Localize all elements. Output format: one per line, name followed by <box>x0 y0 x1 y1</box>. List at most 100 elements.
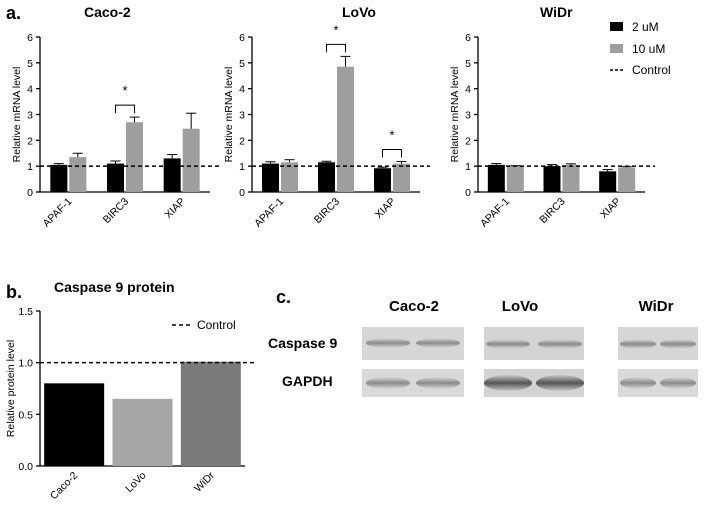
bar-2um <box>262 163 279 192</box>
blot-band <box>620 377 656 389</box>
chart-title: LoVo <box>342 4 376 20</box>
chart-widr-mrna: WiDr Relative mRNA level 0 1 2 3 4 5 6 APAF-1 BIRC… <box>449 4 655 230</box>
blot-column-widr: WiDr <box>639 298 674 315</box>
y-tick-label: 6 <box>27 32 33 44</box>
y-axis-label: Relative mRNA level <box>11 67 23 163</box>
bar-2um <box>543 166 561 192</box>
blot-band <box>660 339 696 349</box>
significance-star: * <box>122 83 127 98</box>
bar-2um <box>50 164 68 192</box>
blot-row-gapdh: GAPDH <box>282 373 333 389</box>
bar-10um <box>69 157 87 192</box>
y-tick-label: 1 <box>239 161 245 173</box>
y-tick-label: 1.0 <box>18 358 33 370</box>
chart-title: WiDr <box>540 4 573 20</box>
y-tick-label: 1.5 <box>18 306 33 318</box>
panel-label-a: a. <box>6 3 21 23</box>
bar-2um <box>487 164 505 192</box>
blot-band <box>620 339 656 349</box>
y-tick-label: 3 <box>239 110 245 122</box>
y-tick-label: 3 <box>465 110 471 122</box>
panel-label-c: c. <box>276 287 291 307</box>
bar-widr <box>180 361 241 466</box>
x-tick-label: WiDr <box>192 469 217 494</box>
control-legend-label: Control <box>197 318 236 332</box>
y-tick-label: 4 <box>27 84 33 96</box>
blot-band <box>366 377 410 389</box>
legend-swatch-10um <box>610 44 623 53</box>
blot-band <box>484 375 532 391</box>
y-tick-label: 4 <box>239 84 245 96</box>
bar-2um <box>374 168 391 192</box>
x-tick-label: BIRC3 <box>537 196 567 226</box>
y-tick-label: 0 <box>239 187 245 199</box>
bar-10um <box>562 164 580 192</box>
x-tick-label: BIRC3 <box>312 196 342 226</box>
bar-caco-2 <box>44 383 105 466</box>
chart-title: Caco-2 <box>84 4 131 20</box>
x-tick-label: XIAP <box>373 196 398 221</box>
y-tick-label: 6 <box>239 32 245 44</box>
bar-10um <box>126 122 143 192</box>
blot-band <box>536 375 584 391</box>
blot-band <box>486 339 530 349</box>
significance-bracket <box>382 149 402 158</box>
y-tick-label: 4 <box>465 84 471 96</box>
legend: 2 uM 10 uM Control <box>610 20 671 77</box>
y-axis-label: Relative mRNA level <box>449 67 461 163</box>
legend-label-control: Control <box>632 63 671 77</box>
significance-star: * <box>333 22 338 37</box>
x-tick-label: XIAP <box>598 196 623 221</box>
blot-row-caspase9: Caspase 9 <box>268 335 337 351</box>
x-tick-label: LoVo <box>123 470 149 496</box>
y-axis-label: Relative protein level <box>5 340 17 437</box>
blot-band <box>416 338 460 348</box>
legend-label-2um: 2 uM <box>632 20 659 34</box>
bar-10um <box>618 167 636 192</box>
y-tick-label: 1 <box>465 161 471 173</box>
blot-column-caco2: Caco-2 <box>389 298 439 315</box>
y-tick-label: 5 <box>465 58 471 70</box>
bar-10um <box>337 66 354 192</box>
y-tick-label: 6 <box>465 32 471 44</box>
x-tick-label: BIRC3 <box>101 196 131 226</box>
chart-caco2-mrna: Caco-2 Relative mRNA level 0 1 2 3 4 5 6 APAF-1 BI… <box>11 4 220 230</box>
bar-10um <box>506 166 524 192</box>
bar-2um <box>599 171 617 192</box>
bar-10um <box>393 163 410 192</box>
significance-star: * <box>389 128 394 143</box>
y-tick-label: 2 <box>27 135 33 147</box>
chart-title: Caspase 9 protein <box>54 279 175 295</box>
y-axis-label: Relative mRNA level <box>223 67 235 163</box>
y-tick-label: 1 <box>27 161 33 173</box>
legend-label-10um: 10 uM <box>632 42 665 56</box>
blot-column-lovo: LoVo <box>502 298 538 315</box>
blot-band <box>538 339 582 349</box>
chart-lovo-mrna: LoVo Relative mRNA level 0 1 2 3 4 5 6 APAF-1 BIRC… <box>223 4 430 230</box>
bar-2um <box>107 163 124 192</box>
blot-band <box>660 377 696 389</box>
bar-10um <box>281 162 298 192</box>
bar-10um <box>182 128 200 192</box>
y-tick-label: 0 <box>27 187 33 199</box>
y-tick-label: 0.0 <box>18 461 33 473</box>
significance-bracket <box>326 43 346 53</box>
x-tick-label: APAF-1 <box>41 196 75 230</box>
bar-lovo <box>112 398 173 466</box>
y-tick-label: 5 <box>239 58 245 70</box>
x-tick-label: XIAP <box>162 196 187 221</box>
x-tick-label: Caco-2 <box>48 470 81 503</box>
blot-band <box>366 338 410 348</box>
y-tick-label: 0.5 <box>18 409 33 421</box>
x-tick-label: APAF-1 <box>252 196 286 230</box>
panel-label-b: b. <box>6 282 22 302</box>
bar-2um <box>163 158 181 192</box>
legend-swatch-2um <box>610 22 623 31</box>
y-tick-label: 2 <box>465 135 471 147</box>
y-tick-label: 0 <box>465 187 471 199</box>
western-blot: Caco-2 LoVo WiDr Caspase 9 GAPDH <box>268 298 698 397</box>
y-tick-label: 5 <box>27 58 33 70</box>
bar-2um <box>318 162 335 192</box>
